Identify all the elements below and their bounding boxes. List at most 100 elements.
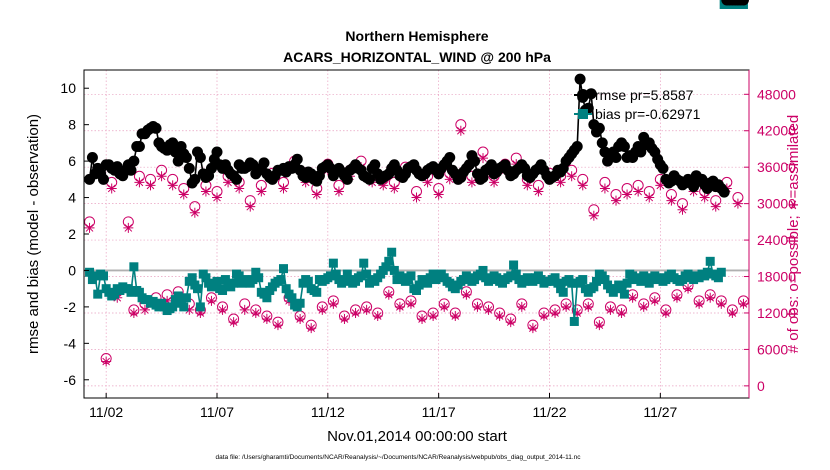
y-right-tick-label: 18000 bbox=[757, 269, 796, 285]
y-left-tick-label: 0 bbox=[68, 262, 76, 278]
bias-point bbox=[195, 302, 205, 312]
y-right-tick-label: 12000 bbox=[757, 305, 796, 321]
bias-point bbox=[85, 267, 95, 277]
rmse-point bbox=[150, 122, 162, 134]
y-left-tick-label: -6 bbox=[64, 372, 77, 388]
obs-assimilated-point bbox=[655, 180, 666, 191]
rmse-point bbox=[125, 164, 137, 176]
legend-rmse-marker bbox=[577, 89, 589, 101]
obs-assimilated-point bbox=[633, 186, 644, 197]
y-right-tick-label: 24000 bbox=[757, 232, 796, 248]
obs-assimilated-point bbox=[433, 189, 444, 200]
obs-assimilated-point bbox=[522, 180, 533, 191]
bias-point bbox=[589, 282, 599, 292]
y-left-tick-label: -4 bbox=[64, 335, 77, 351]
obs-assimilated-point bbox=[444, 174, 455, 185]
rmse-point bbox=[571, 141, 583, 153]
obs-assimilated-point bbox=[428, 311, 439, 321]
bias-point bbox=[279, 264, 288, 274]
bias-point bbox=[511, 269, 521, 279]
obs-assimilated-point bbox=[101, 356, 112, 367]
rmse-point bbox=[610, 151, 622, 163]
rmse-point bbox=[341, 173, 353, 185]
rmse-bias-series bbox=[84, 0, 749, 326]
bias-point bbox=[423, 278, 433, 288]
obs-assimilated-point bbox=[106, 183, 117, 194]
bias-point bbox=[412, 285, 421, 295]
obs-assimilated-point bbox=[239, 304, 250, 315]
obs-assimilated-point bbox=[594, 320, 605, 331]
obs-assimilated-point bbox=[306, 323, 317, 334]
obs-assimilated-point bbox=[422, 177, 433, 188]
bias-point bbox=[220, 275, 230, 285]
bias-point bbox=[93, 289, 103, 299]
rmse-point bbox=[574, 73, 586, 85]
obs-assimilated-point bbox=[533, 186, 544, 197]
rmse-point bbox=[258, 157, 270, 169]
obs-assimilated-point bbox=[228, 317, 239, 328]
rmse-point bbox=[618, 141, 630, 153]
obs-assimilated-point bbox=[417, 314, 428, 325]
obs-assimilated-point bbox=[361, 304, 372, 315]
obs-assimilated-point bbox=[677, 204, 688, 215]
bias-point bbox=[254, 273, 264, 283]
bias-point bbox=[325, 271, 335, 281]
obs-assimilated-point bbox=[572, 307, 583, 318]
obs-assimilated-point bbox=[189, 207, 200, 218]
bias-point bbox=[636, 276, 646, 286]
bias-point bbox=[600, 275, 610, 285]
bias-point bbox=[567, 278, 577, 288]
bias-point bbox=[181, 293, 191, 303]
bias-point bbox=[644, 278, 654, 288]
obs-assimilated-point bbox=[317, 304, 328, 315]
x-tick-label: 11/02 bbox=[89, 404, 123, 420]
rmse-point bbox=[98, 173, 110, 185]
obs-assimilated-point bbox=[466, 177, 477, 188]
obs-assimilated-point bbox=[178, 189, 189, 200]
obs-assimilated-point bbox=[234, 183, 245, 194]
obs-assimilated-point bbox=[278, 183, 289, 194]
bias-point bbox=[262, 293, 272, 303]
bias-point bbox=[328, 258, 338, 268]
obs-assimilated-point bbox=[450, 311, 461, 321]
obs-assimilated-point bbox=[461, 289, 472, 300]
bias-point bbox=[617, 282, 627, 292]
obs-assimilated-point bbox=[550, 307, 561, 318]
obs-assimilated-point bbox=[339, 314, 350, 325]
rmse-point bbox=[593, 122, 605, 134]
legend: rmse pr=5.8587 bias pr=-0.62971 bbox=[574, 87, 701, 122]
data-file-footnote: data file: /Users/gharamti/Documents/NCA… bbox=[216, 454, 582, 461]
bias-point bbox=[553, 278, 563, 288]
bias-point bbox=[550, 273, 560, 283]
bias-point bbox=[234, 271, 244, 281]
bias-point bbox=[281, 284, 291, 294]
obs-assimilated-point bbox=[139, 304, 150, 315]
obs-assimilated-point bbox=[644, 192, 655, 203]
obs-assimilated-point bbox=[627, 292, 638, 303]
obs-assimilated-point bbox=[599, 183, 610, 194]
rmse-point bbox=[369, 159, 381, 171]
obs-assimilated-point bbox=[505, 317, 516, 328]
y-right-tick-label: 6000 bbox=[757, 341, 788, 357]
rmse-point bbox=[205, 162, 217, 174]
obs-assimilated-point bbox=[671, 292, 682, 303]
obs-assimilated-point bbox=[206, 295, 217, 306]
bias-point bbox=[578, 275, 588, 285]
rmse-point bbox=[86, 151, 98, 163]
y-axis-left-label: rmse and bias (model - observation) bbox=[25, 114, 42, 354]
bias-point bbox=[168, 302, 178, 312]
obs-assimilated-point bbox=[561, 301, 572, 312]
rmse-point bbox=[718, 186, 730, 198]
bias-point bbox=[134, 287, 144, 297]
bias-point bbox=[506, 271, 516, 281]
obs-assimilated-point bbox=[162, 295, 173, 306]
x-tick-label: 11/07 bbox=[200, 404, 234, 420]
bias-point bbox=[558, 287, 568, 297]
obs-assimilated-point bbox=[383, 289, 394, 300]
bias-point bbox=[619, 289, 629, 299]
bias-point bbox=[359, 258, 369, 268]
obs-assimilated-point bbox=[638, 301, 649, 312]
obs-assimilated-point bbox=[611, 195, 621, 206]
bias-point bbox=[201, 273, 211, 283]
